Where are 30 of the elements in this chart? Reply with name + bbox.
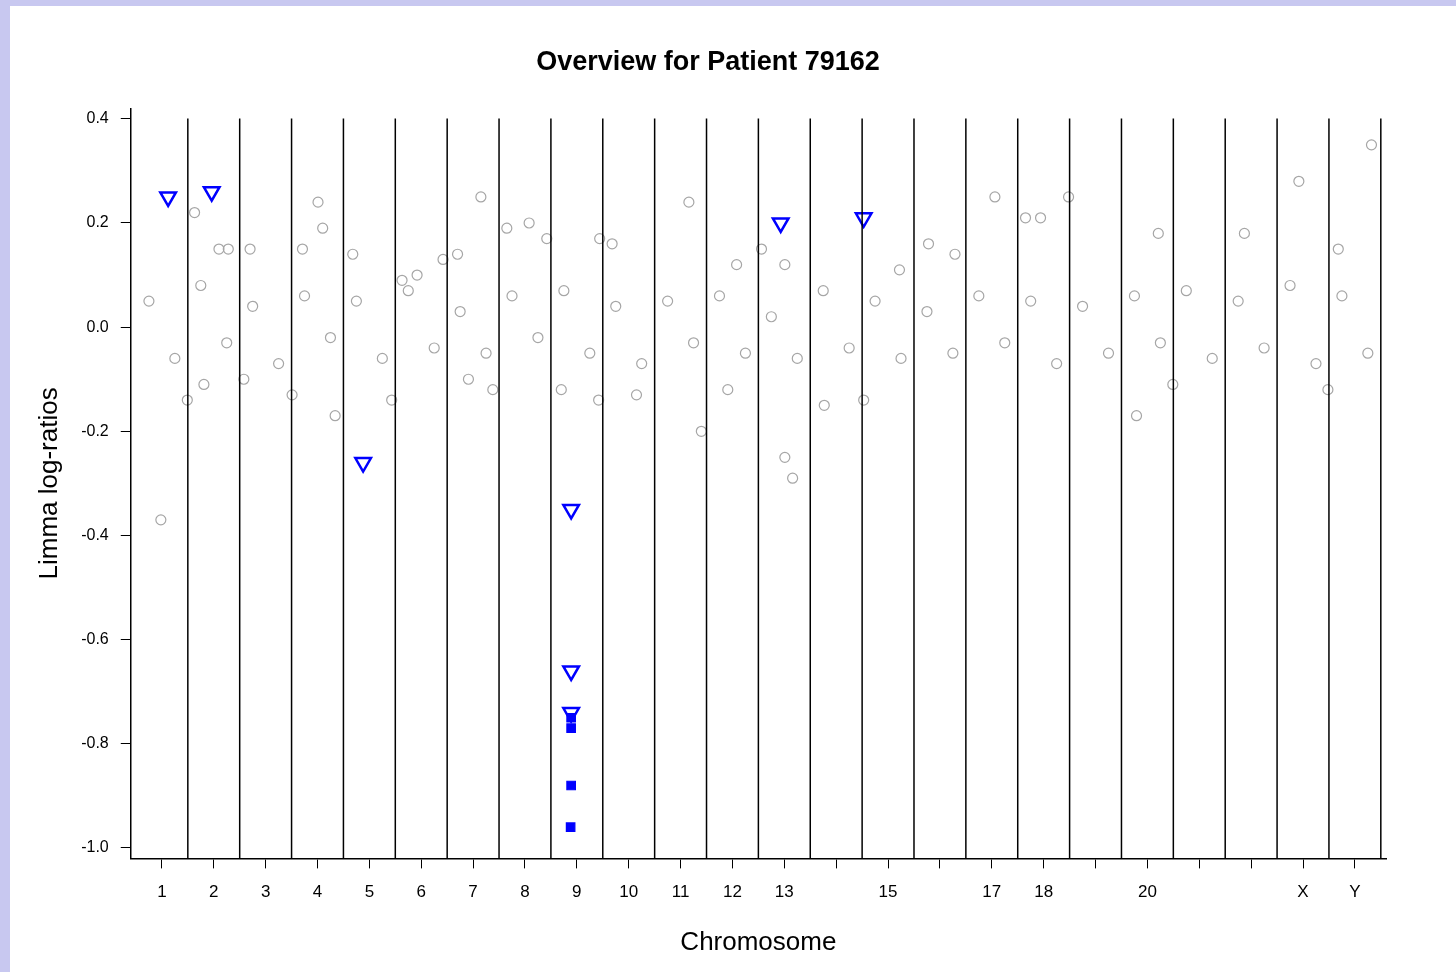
x-tick-label: 15 — [878, 882, 898, 902]
y-tick-label: -1.0 — [81, 838, 109, 856]
x-tick-label: Y — [1349, 882, 1361, 902]
y-tick-label: 0.4 — [86, 109, 109, 127]
x-tick-label: 13 — [774, 882, 794, 902]
y-tick-label: -0.4 — [81, 525, 109, 543]
x-tick-label: 2 — [209, 882, 219, 902]
y-tick-label: -0.6 — [81, 630, 109, 648]
x-tick-label: 3 — [260, 882, 271, 902]
y-tick-label: 0.0 — [86, 317, 109, 335]
x-tick-label: 10 — [619, 882, 639, 902]
x-tick-label: 17 — [982, 882, 1002, 902]
x-tick-label: 5 — [364, 882, 375, 902]
y-tick-label: -0.8 — [81, 734, 109, 752]
y-tick-label: 0.2 — [86, 213, 109, 231]
x-tick-label: 1 — [157, 882, 167, 902]
x-tick-label: 8 — [520, 882, 530, 902]
chart-title: Overview for Patient 79162 — [536, 45, 880, 76]
x-axis-title: Chromosome — [680, 925, 837, 956]
x-tick-label: 9 — [572, 882, 582, 902]
x-tick-label: 4 — [312, 882, 323, 902]
y-axis-title: Limma log-ratios — [32, 387, 63, 580]
x-tick-label: 11 — [671, 882, 690, 902]
x-tick-label: 20 — [1137, 882, 1157, 902]
x-tick-label: X — [1297, 882, 1309, 902]
x-tick-label: 18 — [1034, 882, 1054, 902]
y-tick-label: -0.2 — [81, 421, 109, 439]
x-tick-label: 7 — [468, 882, 478, 902]
x-tick-label: 6 — [416, 882, 426, 902]
x-tick-label: 12 — [722, 882, 742, 902]
